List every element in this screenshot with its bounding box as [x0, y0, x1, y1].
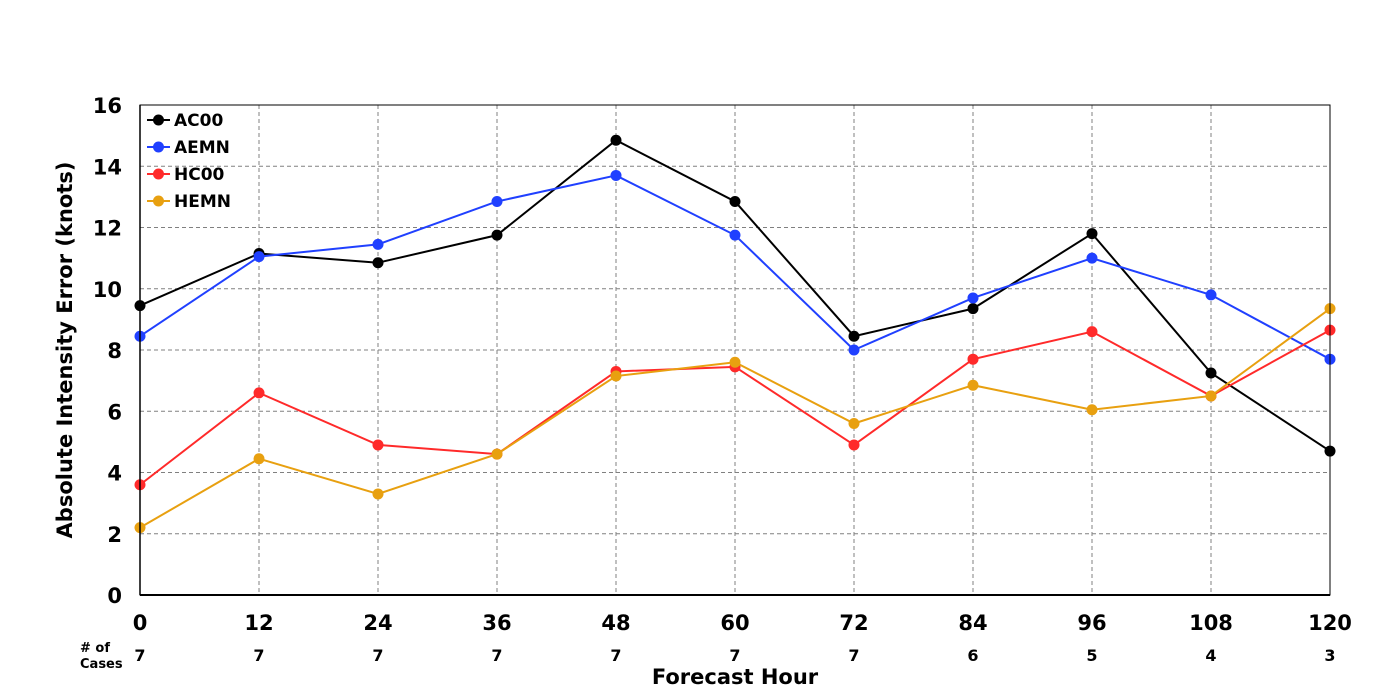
y-tick-label: 12 [93, 217, 122, 241]
legend-label: HEMN [174, 192, 231, 212]
data-point-aemn [1205, 289, 1217, 301]
data-point-hc00 [967, 353, 979, 365]
case-count: 5 [1086, 646, 1097, 665]
x-tick-label: 24 [363, 611, 392, 635]
data-point-ac00 [491, 229, 503, 241]
y-tick-label: 16 [93, 94, 122, 118]
data-point-hemn [848, 418, 860, 429]
data-point-ac00 [848, 330, 860, 342]
data-point-hemn [610, 370, 622, 382]
data-point-hc00 [253, 387, 265, 399]
data-point-hemn [1086, 404, 1098, 416]
data-point-hc00 [848, 439, 860, 451]
data-point-aemn [491, 195, 503, 207]
case-count: 7 [253, 646, 264, 665]
data-point-hemn [729, 356, 741, 368]
case-count: 7 [610, 646, 621, 665]
data-point-hemn [253, 453, 265, 465]
cases-label-line2: Cases [80, 657, 123, 672]
legend-item-hemn: HEMN [147, 192, 231, 212]
y-tick-label: 8 [107, 339, 122, 363]
legend-label: AEMN [174, 138, 230, 158]
x-tick-label: 36 [482, 611, 511, 635]
data-point-ac00 [729, 195, 741, 207]
legend: AC00 AEMN HC00 HEMN [147, 111, 231, 212]
data-point-ac00 [1086, 228, 1098, 240]
data-point-hc00 [372, 439, 384, 451]
legend-label: AC00 [174, 111, 223, 131]
cases-row: # of Cases 7 7 7 7 7 7 7 6 5 4 3 [80, 641, 1336, 672]
case-count: 7 [372, 646, 383, 665]
legend-item-ac00: AC00 [147, 111, 223, 131]
x-tick-label: 120 [1308, 611, 1352, 635]
data-point-aemn [610, 169, 622, 181]
y-tick-label: 14 [93, 155, 122, 179]
y-tick-label: 0 [107, 584, 122, 608]
y-axis-title: Absolute Intensity Error (knots) [53, 162, 77, 539]
case-count: 7 [848, 646, 859, 665]
x-tick-label: 60 [720, 611, 749, 635]
y-tick-label: 4 [107, 462, 122, 486]
data-point-aemn [253, 251, 265, 263]
y-tick-label: 10 [93, 278, 122, 302]
x-tick-label: 84 [958, 611, 987, 635]
series-hemn [134, 303, 1336, 534]
cases-label-line1: # of [80, 641, 110, 656]
case-count: 7 [729, 646, 740, 665]
case-count: 7 [134, 646, 145, 665]
data-point-ac00 [967, 303, 979, 315]
x-axis-title: Forecast Hour [652, 665, 819, 689]
data-point-ac00 [372, 257, 384, 269]
y-tick-label: 2 [107, 523, 122, 547]
data-point-ac00 [610, 134, 622, 146]
data-point-hemn [372, 488, 384, 500]
legend-label: HC00 [174, 165, 225, 185]
y-tick-labels: 0 2 4 6 8 10 12 14 16 [93, 94, 122, 608]
axes [139, 104, 1331, 596]
series-layer [134, 134, 1336, 534]
data-point-aemn [372, 238, 384, 250]
x-tick-label: 72 [839, 611, 868, 635]
data-point-hemn [967, 379, 979, 391]
x-tick-label: 48 [601, 611, 630, 635]
data-point-ac00 [1205, 367, 1217, 379]
data-point-hc00 [1086, 326, 1098, 338]
series-aemn [134, 169, 1336, 365]
data-point-aemn [848, 344, 860, 356]
x-tick-label: 0 [133, 611, 148, 635]
case-count: 7 [491, 646, 502, 665]
case-count: 4 [1205, 646, 1216, 665]
x-tick-label: 12 [244, 611, 273, 635]
legend-item-hc00: HC00 [147, 165, 225, 185]
x-tick-label: 108 [1189, 611, 1233, 635]
data-point-hemn [1205, 390, 1217, 402]
data-point-hemn [491, 448, 503, 460]
case-count: 6 [967, 646, 978, 665]
y-tick-label: 6 [107, 400, 122, 424]
legend-marker [153, 195, 164, 207]
legend-marker [153, 141, 164, 153]
data-point-aemn [967, 292, 979, 304]
legend-item-aemn: AEMN [147, 138, 230, 158]
legend-marker [153, 114, 164, 126]
case-count: 3 [1324, 646, 1335, 665]
grid [140, 105, 1330, 595]
legend-marker [153, 168, 164, 180]
data-point-aemn [729, 229, 741, 241]
x-tick-label: 96 [1077, 611, 1106, 635]
x-tick-labels: 0 12 24 36 48 60 72 84 96 108 120 [133, 611, 1352, 635]
data-point-aemn [1086, 252, 1098, 264]
